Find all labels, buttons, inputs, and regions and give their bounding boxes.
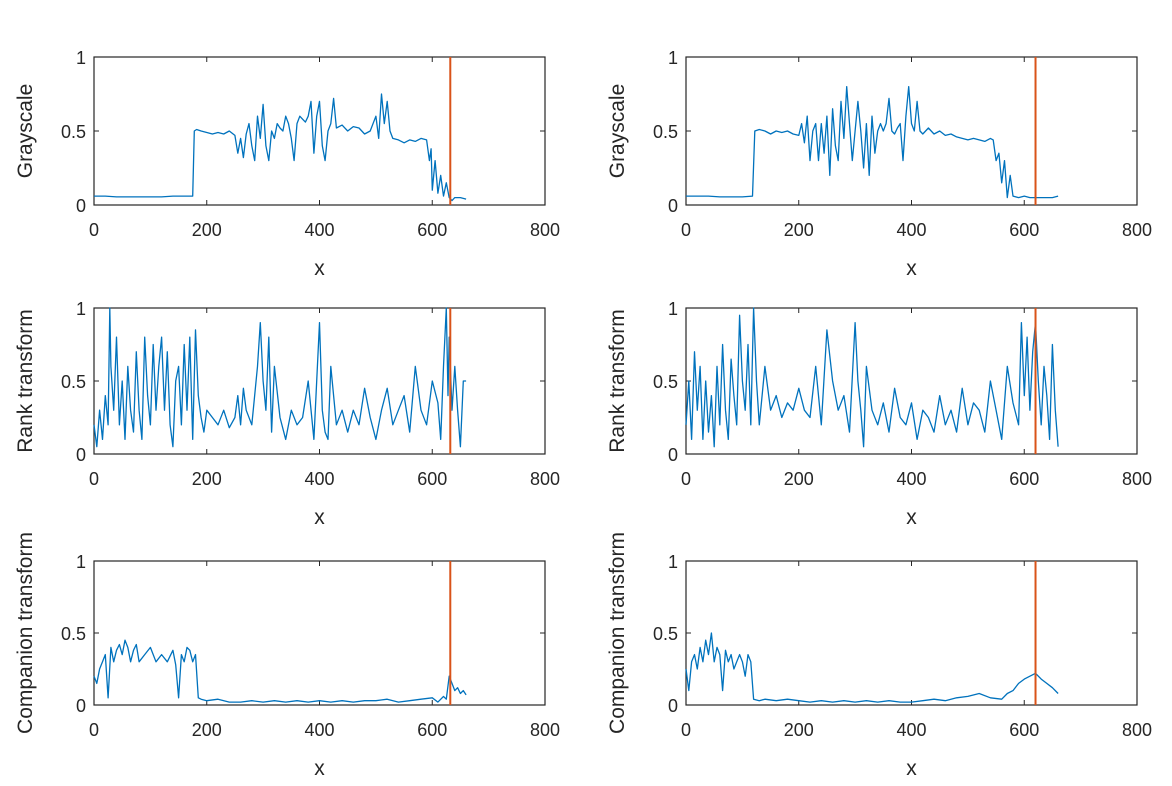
x-tick-label: 0 <box>681 720 691 740</box>
x-tick-labels: 0 200 400 600 800 <box>89 469 560 489</box>
x-tick-label: 800 <box>1122 720 1152 740</box>
y-axis-label: Grayscale <box>606 84 629 179</box>
series-line-companion <box>685 632 1059 703</box>
x-tick-label: 600 <box>1009 469 1039 489</box>
y-axis-label: Rank transform <box>606 309 629 453</box>
axes-box <box>685 56 1138 206</box>
y-tick-labels: 00.51 <box>653 552 678 716</box>
y-tick-label: 0 <box>668 196 678 216</box>
y-tick-label: 1 <box>668 48 678 68</box>
x-tick-labels: 0 200 400 600 800 <box>89 220 560 240</box>
series-line-rank <box>93 307 467 448</box>
y-axis-label: Rank transform <box>14 309 37 453</box>
axes-box <box>93 56 546 206</box>
y-tick-label: 1 <box>668 299 678 319</box>
x-tick-label: 600 <box>1009 220 1039 240</box>
x-tick-label: 200 <box>784 720 814 740</box>
y-tick-label: 0.5 <box>61 122 86 142</box>
x-tick-label: 600 <box>417 220 447 240</box>
y-tick-label: 1 <box>76 48 86 68</box>
x-axis-label: x <box>314 257 325 280</box>
y-axis-label: Grayscale <box>14 84 37 179</box>
x-tick-label: 200 <box>192 469 222 489</box>
x-tick-label: 800 <box>530 469 560 489</box>
y-tick-label: 0 <box>76 445 86 465</box>
x-tick-label: 800 <box>1122 220 1152 240</box>
x-tick-label: 400 <box>304 720 334 740</box>
y-axis-label: Companion transform <box>14 532 37 734</box>
x-tick-labels: 0 200 400 600 800 <box>681 720 1152 740</box>
y-tick-label: 1 <box>76 299 86 319</box>
x-tick-label: 0 <box>89 469 99 489</box>
x-tick-label: 0 <box>681 220 691 240</box>
y-tick-label: 0.5 <box>653 624 678 644</box>
y-tick-labels: 00.51 <box>61 48 86 216</box>
y-tick-label: 0.5 <box>653 122 678 142</box>
x-tick-labels: 0 200 400 600 800 <box>89 720 560 740</box>
x-tick-label: 0 <box>89 220 99 240</box>
x-axis-label: x <box>906 757 917 780</box>
x-tick-label: 200 <box>784 469 814 489</box>
x-axis-label: x <box>314 506 325 529</box>
series-line-rank <box>685 307 1059 448</box>
y-tick-label: 0.5 <box>61 372 86 392</box>
y-tick-labels: 00.51 <box>61 299 86 465</box>
x-tick-labels: 0 200 400 600 800 <box>681 469 1152 489</box>
x-tick-label: 400 <box>896 469 926 489</box>
x-axis-label: x <box>906 506 917 529</box>
axes-box <box>685 560 1138 706</box>
x-tick-label: 600 <box>417 469 447 489</box>
x-tick-label: 800 <box>530 220 560 240</box>
axes-box <box>93 560 546 706</box>
x-tick-label: 800 <box>530 720 560 740</box>
x-tick-label: 600 <box>417 720 447 740</box>
series-line-companion <box>93 639 467 703</box>
y-tick-label: 0 <box>668 445 678 465</box>
y-tick-label: 0 <box>76 696 86 716</box>
x-tick-label: 600 <box>1009 720 1039 740</box>
series-line-profile <box>94 93 467 202</box>
x-tick-label: 400 <box>304 469 334 489</box>
y-tick-label: 1 <box>668 552 678 572</box>
x-tick-label: 400 <box>896 220 926 240</box>
y-tick-label: 1 <box>76 552 86 572</box>
y-tick-label: 0 <box>668 696 678 716</box>
x-tick-label: 400 <box>304 220 334 240</box>
y-tick-labels: 00.51 <box>61 552 86 716</box>
x-tick-label: 400 <box>896 720 926 740</box>
y-tick-label: 0 <box>76 196 86 216</box>
axes-box <box>685 307 1138 455</box>
x-axis-label: x <box>314 757 325 780</box>
x-tick-labels: 0 200 400 600 800 <box>681 220 1152 240</box>
y-tick-labels: 00.51 <box>653 299 678 465</box>
y-tick-label: 0.5 <box>653 372 678 392</box>
series-line-profile <box>686 85 1059 199</box>
y-axis-label: Companion transform <box>606 532 629 734</box>
x-tick-label: 200 <box>784 220 814 240</box>
x-tick-label: 200 <box>192 720 222 740</box>
x-tick-label: 200 <box>192 220 222 240</box>
y-tick-label: 0.5 <box>61 624 86 644</box>
x-tick-label: 800 <box>1122 469 1152 489</box>
x-tick-label: 0 <box>89 720 99 740</box>
x-axis-label: x <box>906 257 917 280</box>
y-tick-labels: 00.51 <box>653 48 678 216</box>
x-tick-label: 0 <box>681 469 691 489</box>
